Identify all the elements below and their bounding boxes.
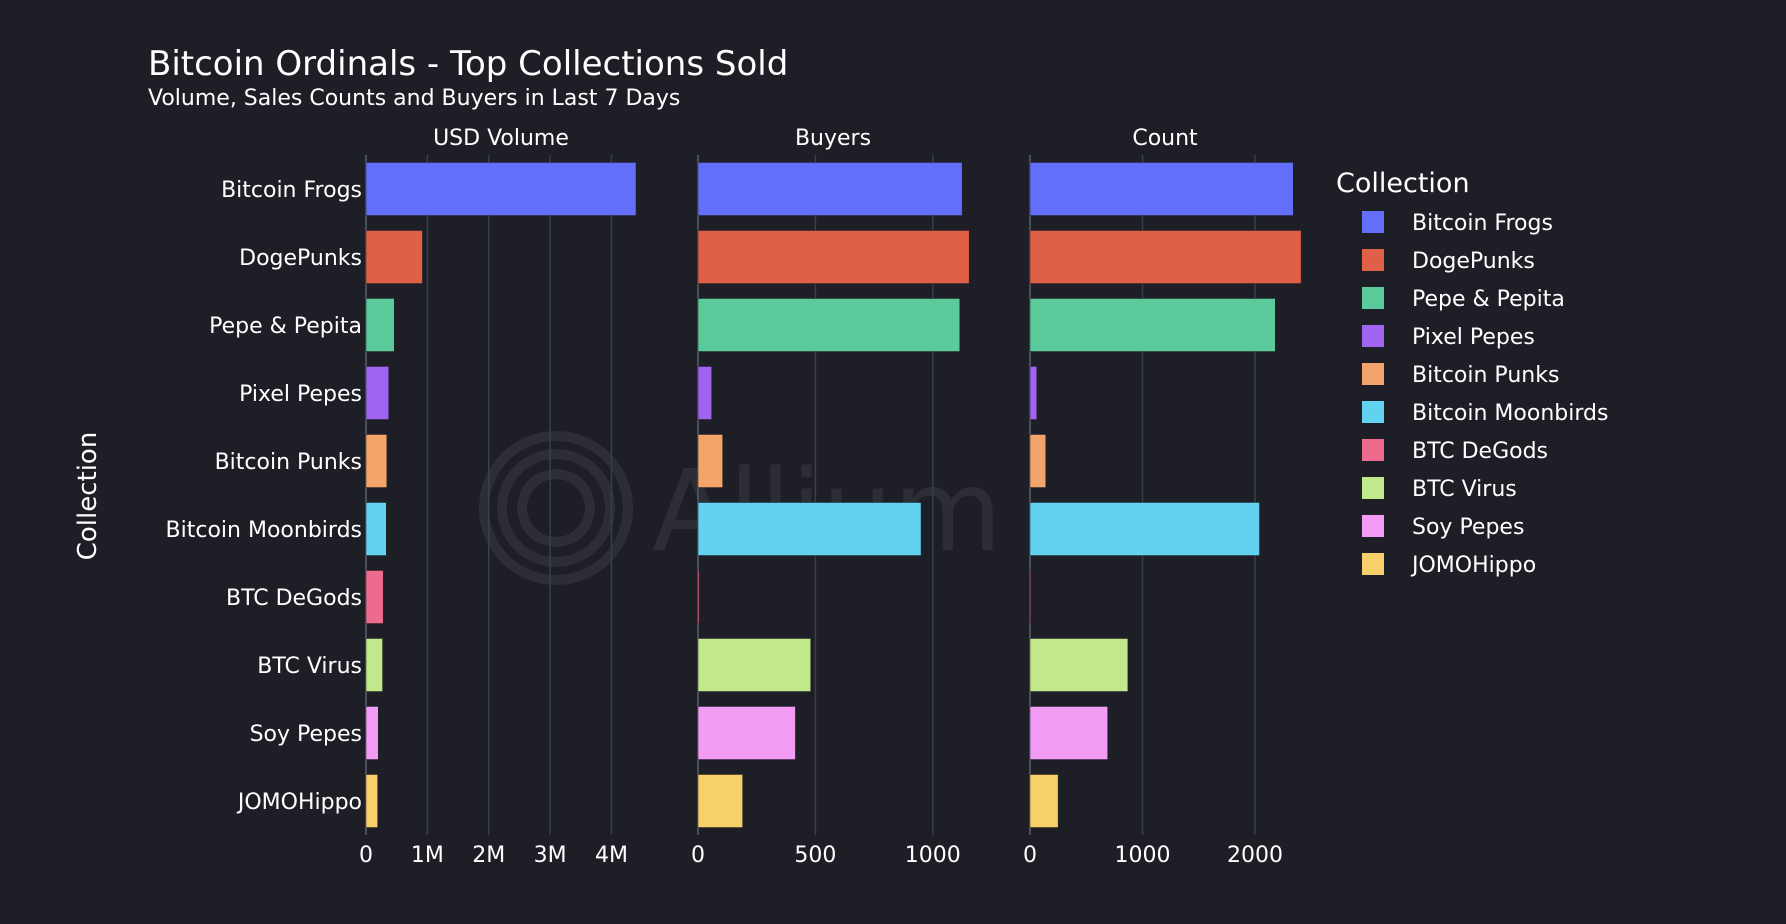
x-tick-label: 1M (411, 843, 444, 868)
bar (1029, 298, 1276, 352)
legend-label: DogePunks (1412, 249, 1535, 274)
bar (365, 230, 423, 284)
bar (1029, 774, 1059, 828)
bar (365, 774, 378, 828)
legend-swatch (1362, 211, 1384, 233)
bar (365, 298, 395, 352)
bar (365, 638, 383, 692)
x-tick-label: 0 (691, 843, 705, 868)
legend-swatch (1362, 363, 1384, 385)
bar (365, 706, 379, 760)
chart-subtitle: Volume, Sales Counts and Buyers in Last … (148, 86, 680, 111)
y-tick-label: BTC DeGods (226, 586, 362, 611)
legend-swatch (1362, 325, 1384, 347)
bar (1029, 638, 1129, 692)
chart-title: Bitcoin Ordinals - Top Collections Sold (148, 44, 788, 84)
bar (697, 298, 961, 352)
panel-title: USD Volume (433, 126, 569, 151)
y-axis: Bitcoin Frogs DogePunks Pepe & Pepita Pixel… (166, 178, 362, 815)
legend-item[interactable]: BTC Virus (1362, 477, 1517, 502)
watermark-logo-ring (479, 431, 633, 585)
legend-label: Bitcoin Punks (1412, 363, 1559, 388)
x-tick-label: 1000 (1115, 843, 1171, 868)
bar (697, 162, 963, 216)
bar (365, 570, 384, 624)
bar (697, 570, 700, 624)
y-tick-label: Pepe & Pepita (209, 314, 362, 339)
legend-label: Bitcoin Frogs (1412, 211, 1553, 236)
legend-item[interactable]: BTC DeGods (1362, 439, 1548, 464)
y-tick-label: BTC Virus (257, 654, 362, 679)
legend: Collection Bitcoin Frogs DogePunks Pepe & … (1336, 168, 1608, 578)
legend-swatch (1362, 249, 1384, 271)
bar (1029, 706, 1108, 760)
bar (365, 434, 388, 488)
watermark-logo-ring (517, 469, 595, 547)
legend-swatch (1362, 287, 1384, 309)
x-tick-label: 500 (794, 843, 836, 868)
legend-item[interactable]: DogePunks (1362, 249, 1535, 274)
legend-swatch (1362, 515, 1384, 537)
x-tick-label: 0 (359, 843, 373, 868)
bar (697, 706, 796, 760)
bar (697, 366, 712, 420)
legend-swatch (1362, 401, 1384, 423)
y-tick-label: DogePunks (239, 246, 362, 271)
legend-label: Bitcoin Moonbirds (1412, 401, 1608, 426)
y-tick-label: Soy Pepes (250, 722, 362, 747)
watermark-logo-ring (497, 449, 615, 567)
x-tick-label: 2M (472, 843, 505, 868)
legend-item[interactable]: Bitcoin Frogs (1362, 211, 1553, 236)
legend-item[interactable]: JOMOHippo (1362, 553, 1536, 578)
bar (1029, 162, 1294, 216)
bar (365, 162, 637, 216)
legend-label: Soy Pepes (1412, 515, 1524, 540)
panel-3: Count 0 1000 2000 (1023, 126, 1302, 868)
bar (1029, 570, 1032, 624)
panel-title: Buyers (795, 126, 871, 151)
bar (1029, 230, 1302, 284)
panel-2: Buyers 0 500 1000 (691, 126, 970, 868)
bar (697, 774, 743, 828)
legend-swatch (1362, 477, 1384, 499)
bar (697, 502, 922, 556)
bar (1029, 434, 1046, 488)
legend-item[interactable]: Pixel Pepes (1362, 325, 1535, 350)
x-tick-label: 0 (1023, 843, 1037, 868)
chart-panels: USD Volume 0 1M 2M 3M 4M Buyers 0 500 1000 Count 0 1… (166, 126, 1302, 868)
legend-label: BTC Virus (1412, 477, 1517, 502)
y-axis-title: Collection (73, 432, 103, 561)
legend-title: Collection (1336, 168, 1470, 199)
legend-item[interactable]: Pepe & Pepita (1362, 287, 1565, 312)
y-tick-label: JOMOHippo (236, 790, 362, 815)
y-tick-label: Bitcoin Punks (215, 450, 362, 475)
panel-1: USD Volume 0 1M 2M 3M 4M (359, 126, 637, 868)
y-tick-label: Bitcoin Moonbirds (166, 518, 362, 543)
legend-item[interactable]: Bitcoin Moonbirds (1362, 401, 1608, 426)
bar (1029, 366, 1037, 420)
legend-item[interactable]: Soy Pepes (1362, 515, 1524, 540)
y-tick-label: Pixel Pepes (239, 382, 362, 407)
x-tick-label: 2000 (1227, 843, 1283, 868)
bar (1029, 502, 1260, 556)
x-tick-label: 3M (534, 843, 567, 868)
x-tick-label: 1000 (905, 843, 961, 868)
legend-label: Pixel Pepes (1412, 325, 1535, 350)
bar (697, 434, 723, 488)
bar (697, 638, 811, 692)
y-tick-label: Bitcoin Frogs (221, 178, 362, 203)
panel-title: Count (1132, 126, 1198, 151)
bar (365, 366, 389, 420)
legend-label: Pepe & Pepita (1412, 287, 1565, 312)
bar (365, 502, 387, 556)
legend-label: JOMOHippo (1410, 553, 1536, 578)
x-tick-label: 4M (595, 843, 628, 868)
legend-label: BTC DeGods (1412, 439, 1548, 464)
bar (697, 230, 970, 284)
legend-item[interactable]: Bitcoin Punks (1362, 363, 1559, 388)
legend-swatch (1362, 553, 1384, 575)
legend-swatch (1362, 439, 1384, 461)
